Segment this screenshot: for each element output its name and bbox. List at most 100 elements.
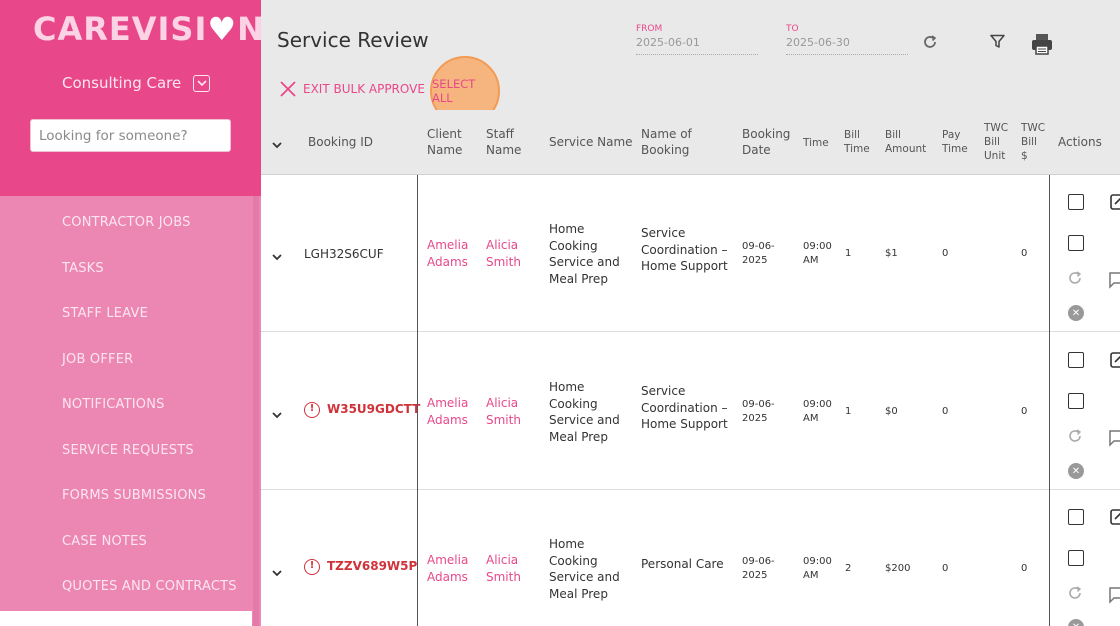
col-client-name[interactable]: Client Name (427, 127, 463, 157)
chevron-down-icon[interactable] (193, 74, 211, 92)
staff-name[interactable]: Alicia Smith (486, 238, 521, 269)
table-row: LGH32S6CUF Amelia Adams Alicia Smith Home C… (261, 175, 1120, 332)
booking-id[interactable]: ! W35U9GDCTT (304, 401, 420, 418)
sidebar-item-job-offer[interactable]: JOB OFFER (62, 351, 134, 367)
booking-id[interactable]: ! TZZV689W5P (304, 558, 417, 575)
staff-name[interactable]: Alicia Smith (486, 553, 521, 584)
to-value: 2025-06-30 (786, 36, 850, 49)
service-name: Home Cooking Service and Meal Prep (549, 222, 620, 286)
booking-date: 09-06- 2025 (742, 241, 775, 266)
expand-row-chevron-icon[interactable] (271, 564, 283, 577)
exit-bulk-approve-button[interactable]: EXIT BULK APPROVE (279, 80, 425, 98)
filter-icon[interactable] (988, 32, 1006, 50)
col-bill-amount[interactable]: Bill Amount (885, 129, 927, 155)
print-icon[interactable] (1029, 31, 1055, 57)
org-switcher[interactable]: Consulting Care (62, 74, 211, 92)
booking-time: 09:00 AM (803, 241, 832, 266)
client-name[interactable]: Amelia Adams (427, 396, 469, 427)
reject-icon[interactable]: ✕ (1068, 305, 1084, 321)
select-checkbox[interactable] (1068, 550, 1084, 566)
refresh-icon[interactable] (921, 33, 939, 51)
service-name: Home Cooking Service and Meal Prep (549, 537, 620, 601)
sidebar-item-tasks[interactable]: TASKS (62, 260, 104, 276)
from-date-field[interactable]: FROM 2025-06-01 (636, 24, 758, 55)
sidebar: CAREVISI♥N Consulting Care CONTRACTOR JO… (0, 0, 264, 626)
page-title: Service Review (277, 28, 429, 52)
select-all-label: SELECT ALL (432, 77, 476, 105)
name-of-booking: Personal Care (641, 557, 724, 571)
col-bill-time[interactable]: Bill Time (844, 129, 870, 155)
comment-icon[interactable] (1108, 270, 1120, 294)
close-icon (280, 81, 296, 97)
edit-icon[interactable] (1110, 351, 1120, 373)
sidebar-item-forms-submissions[interactable]: FORMS SUBMISSIONS (62, 488, 207, 504)
sidebar-item-active[interactable] (0, 611, 252, 626)
sidebar-item-quotes-and-contracts[interactable]: QUOTES AND CONTRACTS (62, 579, 237, 595)
booking-time: 09:00 AM (803, 556, 832, 581)
pay-time: 0 (942, 563, 949, 574)
to-date-field[interactable]: TO 2025-06-30 (786, 24, 908, 55)
table-row: ! W35U9GDCTT Amelia Adams Alicia Smith Home… (261, 333, 1120, 490)
bill-time: 1 (845, 406, 852, 417)
sidebar-item-case-notes[interactable]: CASE NOTES (62, 533, 147, 549)
col-booking-id[interactable]: Booking ID (308, 135, 374, 149)
column-divider (417, 175, 418, 626)
refresh-row-icon[interactable] (1067, 585, 1083, 605)
twc-bill-dollar: 0 (1021, 248, 1028, 259)
sidebar-item-service-requests[interactable]: SERVICE REQUESTS (62, 442, 194, 458)
approve-checkbox[interactable] (1068, 194, 1084, 210)
sidebar-item-staff-leave[interactable]: STAFF LEAVE (62, 306, 148, 322)
sidebar-item-notifications[interactable]: NOTIFICATIONS (62, 397, 165, 413)
expand-all-chevron-icon[interactable] (271, 136, 283, 149)
col-name-of-booking[interactable]: Name of Booking (641, 127, 692, 157)
client-name[interactable]: Amelia Adams (427, 238, 469, 269)
select-checkbox[interactable] (1068, 235, 1084, 251)
error-icon: ! (304, 401, 320, 418)
org-name: Consulting Care (62, 74, 182, 92)
from-value: 2025-06-01 (636, 36, 700, 49)
search-input[interactable] (30, 119, 231, 152)
col-booking-date[interactable]: Booking Date (742, 127, 791, 157)
col-service-name[interactable]: Service Name (549, 135, 633, 149)
sidebar-item-contractor-jobs[interactable]: CONTRACTOR JOBS (62, 215, 191, 231)
client-name[interactable]: Amelia Adams (427, 553, 469, 584)
approve-checkbox[interactable] (1068, 509, 1084, 525)
col-pay-time[interactable]: Pay Time (942, 129, 968, 155)
col-staff-name[interactable]: Staff Name (486, 127, 522, 157)
select-checkbox[interactable] (1068, 393, 1084, 409)
name-of-booking: Service Coordination – Home Support (641, 384, 728, 431)
col-twc-bill-unit[interactable]: TWC Bill Unit (984, 122, 1009, 162)
error-icon: ! (304, 558, 320, 575)
booking-id[interactable]: LGH32S6CUF (304, 247, 384, 261)
booking-date: 09-06- 2025 (742, 556, 775, 581)
expand-row-chevron-icon[interactable] (271, 248, 283, 261)
col-actions: Actions (1058, 135, 1102, 149)
twc-bill-dollar: 0 (1021, 563, 1028, 574)
bill-amount: $0 (885, 406, 898, 417)
sidebar-scrollbar[interactable] (253, 196, 259, 626)
table-body: LGH32S6CUF Amelia Adams Alicia Smith Home C… (261, 175, 1120, 626)
staff-name[interactable]: Alicia Smith (486, 396, 521, 427)
comment-icon[interactable] (1108, 428, 1120, 452)
edit-icon[interactable] (1110, 508, 1120, 530)
reject-icon[interactable]: ✕ (1068, 463, 1084, 479)
edit-icon[interactable] (1110, 193, 1120, 215)
twc-bill-dollar: 0 (1021, 406, 1028, 417)
bulk-actions: EXIT BULK APPROVE (279, 80, 425, 98)
sidebar-header: CAREVISI♥N Consulting Care (0, 0, 264, 196)
to-label: TO (786, 24, 799, 34)
refresh-row-icon[interactable] (1067, 270, 1083, 290)
expand-row-chevron-icon[interactable] (271, 406, 283, 419)
comment-icon[interactable] (1108, 585, 1120, 609)
approve-checkbox[interactable] (1068, 352, 1084, 368)
reject-icon[interactable]: ✕ (1068, 619, 1084, 626)
logo: CAREVISI♥N (33, 10, 265, 48)
refresh-row-icon[interactable] (1067, 428, 1083, 448)
sidebar-nav: CONTRACTOR JOBS TASKS STAFF LEAVE JOB OF… (0, 200, 252, 610)
bill-time: 2 (845, 563, 852, 574)
booking-time: 09:00 AM (803, 399, 832, 424)
col-time[interactable]: Time (803, 137, 829, 149)
name-of-booking: Service Coordination – Home Support (641, 226, 728, 273)
col-twc-bill-dollar[interactable]: TWC Bill $ (1021, 122, 1046, 162)
bill-amount: $1 (885, 248, 898, 259)
